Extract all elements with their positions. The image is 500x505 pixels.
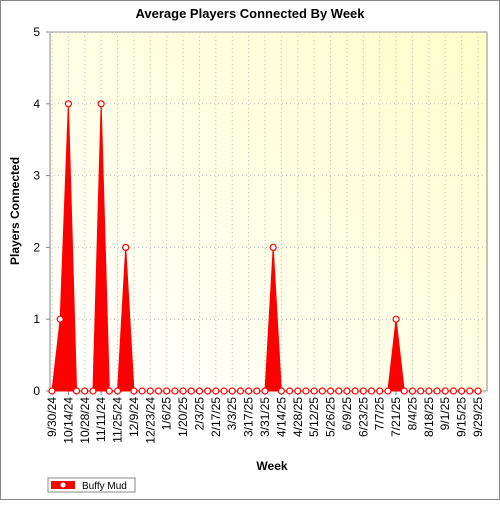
point-marker — [359, 387, 367, 395]
point-marker — [97, 100, 105, 108]
x-tick-label: 9/29/25 — [471, 397, 485, 437]
x-tick-label: 9/30/24 — [45, 397, 59, 437]
x-tick-label: 6/23/25 — [356, 397, 370, 437]
x-tick-label: 11/25/24 — [111, 397, 125, 443]
point-marker — [138, 387, 146, 395]
point-marker — [245, 387, 253, 395]
point-marker — [335, 387, 343, 395]
point-marker — [294, 387, 302, 395]
legend: Buffy Mud — [47, 477, 136, 493]
point-marker — [261, 387, 269, 395]
point-marker — [449, 387, 458, 395]
point-marker — [408, 387, 417, 395]
point-marker — [130, 387, 138, 395]
y-tick-label: 5 — [33, 25, 40, 39]
point-marker — [64, 100, 72, 108]
y-tick-label: 0 — [33, 384, 40, 398]
point-marker — [163, 387, 171, 395]
x-tick-label: 3/17/25 — [242, 397, 256, 437]
x-tick-label: 4/28/25 — [291, 397, 305, 437]
x-tick-label: 3/3/25 — [225, 397, 239, 431]
point-marker — [367, 387, 376, 395]
x-tick-label: 5/12/25 — [307, 397, 321, 437]
point-marker — [56, 315, 64, 323]
point-marker — [187, 387, 195, 395]
point-marker — [122, 243, 130, 251]
x-tick-label: 11/11/24 — [94, 397, 108, 442]
point-marker — [113, 387, 122, 395]
point-marker — [458, 387, 466, 395]
point-marker — [326, 387, 335, 395]
x-tick-label: 3/31/25 — [258, 397, 272, 437]
point-marker — [376, 387, 384, 395]
point-marker — [302, 387, 310, 395]
x-tick-label: 4/14/25 — [274, 397, 288, 437]
point-marker — [105, 387, 113, 395]
y-tick-label: 3 — [33, 169, 40, 183]
x-tick-label: 12/23/24 — [143, 397, 157, 444]
point-marker — [277, 387, 285, 395]
point-marker — [81, 387, 89, 395]
chart-title: Average Players Connected By Week — [135, 6, 365, 21]
point-marker — [253, 387, 261, 395]
x-tick-label: 8/4/25 — [405, 397, 419, 431]
point-marker — [351, 387, 359, 395]
point-marker — [343, 387, 351, 395]
x-tick-label: 5/26/25 — [324, 397, 338, 437]
x-tick-label: 10/14/24 — [61, 397, 75, 444]
point-marker — [310, 387, 318, 395]
point-marker — [285, 387, 294, 395]
x-tick-label: 6/9/25 — [340, 397, 354, 431]
y-tick-label: 4 — [33, 97, 40, 111]
legend-label: Buffy Mud — [82, 481, 127, 492]
y-tick-label: 1 — [33, 312, 40, 326]
point-marker — [212, 387, 220, 395]
point-marker — [146, 387, 154, 395]
x-tick-label: 7/21/25 — [389, 397, 403, 437]
point-marker — [384, 387, 392, 395]
point-marker — [154, 387, 163, 395]
point-marker — [466, 387, 474, 395]
x-axis-label: Week — [256, 459, 287, 473]
x-tick-label: 8/18/25 — [422, 397, 436, 437]
point-marker — [89, 387, 97, 395]
x-tick-label: 1/20/25 — [176, 397, 190, 437]
point-marker — [228, 387, 236, 395]
point-marker — [220, 387, 228, 395]
legend-marker — [59, 481, 67, 489]
y-axis-label: Players Connected — [8, 157, 22, 265]
point-marker — [417, 387, 425, 395]
point-marker — [195, 387, 204, 395]
point-marker — [474, 387, 482, 395]
x-tick-label: 9/1/25 — [438, 397, 452, 431]
x-tick-label: 9/15/25 — [455, 397, 469, 437]
point-marker — [392, 315, 400, 323]
point-marker — [72, 387, 81, 395]
x-tick-label: 2/3/25 — [192, 397, 206, 431]
x-tick-label: 12/9/24 — [127, 397, 141, 437]
x-tick-label: 2/17/25 — [209, 397, 223, 437]
point-marker — [236, 387, 245, 395]
point-marker — [48, 387, 56, 395]
point-marker — [441, 387, 449, 395]
y-tick-label: 2 — [33, 240, 40, 254]
point-marker — [269, 243, 277, 251]
point-marker — [400, 387, 408, 395]
point-marker — [433, 387, 441, 395]
point-marker — [204, 387, 212, 395]
point-marker — [171, 387, 179, 395]
point-marker — [318, 387, 326, 395]
point-marker — [179, 387, 187, 395]
x-tick-label: 1/6/25 — [160, 397, 174, 431]
point-marker — [425, 387, 433, 395]
x-tick-label: 7/7/25 — [373, 397, 387, 431]
x-tick-label: 10/28/24 — [78, 397, 92, 444]
